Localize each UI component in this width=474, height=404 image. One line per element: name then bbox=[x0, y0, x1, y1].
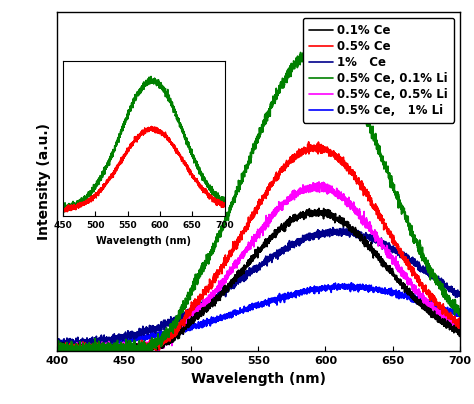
1%   Ce bbox=[457, 292, 463, 297]
0.5% Ce bbox=[54, 349, 60, 354]
0.5% Ce bbox=[124, 344, 130, 349]
0.5% Ce bbox=[457, 323, 463, 328]
0.1% Ce bbox=[457, 332, 463, 337]
0.5% Ce, 0.5% Li bbox=[316, 179, 322, 184]
Line: 0.5% Ce,   1% Li: 0.5% Ce, 1% Li bbox=[57, 283, 460, 349]
0.5% Ce bbox=[100, 349, 106, 354]
0.5% Ce, 0.1% Li bbox=[55, 349, 60, 354]
0.5% Ce,   1% Li bbox=[406, 294, 411, 299]
0.1% Ce bbox=[316, 206, 322, 210]
0.5% Ce, 0.1% Li bbox=[406, 223, 411, 227]
0.5% Ce,   1% Li bbox=[100, 340, 106, 345]
0.5% Ce, 0.5% Li bbox=[449, 322, 455, 327]
0.5% Ce bbox=[406, 265, 411, 269]
0.5% Ce, 0.5% Li bbox=[124, 345, 130, 350]
0.5% Ce,   1% Li bbox=[124, 338, 130, 343]
0.1% Ce bbox=[124, 348, 130, 353]
1%   Ce bbox=[124, 335, 130, 340]
1%   Ce bbox=[226, 287, 232, 292]
0.1% Ce bbox=[56, 349, 62, 354]
Line: 0.5% Ce, 0.1% Li: 0.5% Ce, 0.1% Li bbox=[57, 40, 460, 351]
Line: 0.5% Ce: 0.5% Ce bbox=[57, 142, 460, 351]
Y-axis label: Intensity (a.u.): Intensity (a.u.) bbox=[37, 123, 51, 240]
X-axis label: Wavelength (nm): Wavelength (nm) bbox=[96, 236, 191, 246]
1%   Ce bbox=[100, 339, 106, 344]
0.1% Ce bbox=[449, 326, 455, 330]
0.5% Ce, 0.1% Li bbox=[457, 310, 463, 315]
Legend: 0.1% Ce, 0.5% Ce, 1%   Ce, 0.5% Ce, 0.1% Li, 0.5% Ce, 0.5% Li, 0.5% Ce,   1% Li: 0.1% Ce, 0.5% Ce, 1% Ce, 0.5% Ce, 0.1% L… bbox=[303, 18, 454, 122]
0.1% Ce bbox=[406, 289, 411, 294]
0.5% Ce, 0.1% Li bbox=[124, 349, 130, 354]
1%   Ce bbox=[449, 284, 455, 289]
0.5% Ce, 0.5% Li bbox=[226, 271, 232, 276]
0.5% Ce, 0.5% Li bbox=[54, 345, 60, 350]
Line: 1%   Ce: 1% Ce bbox=[57, 227, 460, 348]
0.1% Ce bbox=[54, 344, 60, 349]
1%   Ce bbox=[54, 342, 60, 347]
0.5% Ce, 0.5% Li bbox=[54, 349, 60, 354]
1%   Ce bbox=[406, 256, 411, 261]
Line: 0.5% Ce, 0.5% Li: 0.5% Ce, 0.5% Li bbox=[57, 182, 460, 351]
0.5% Ce,   1% Li bbox=[349, 280, 355, 285]
Line: 0.1% Ce: 0.1% Ce bbox=[57, 208, 460, 351]
1%   Ce bbox=[341, 225, 346, 230]
0.5% Ce, 0.1% Li bbox=[100, 344, 106, 349]
0.5% Ce,   1% Li bbox=[58, 346, 64, 351]
0.5% Ce, 0.1% Li bbox=[315, 38, 321, 43]
1%   Ce bbox=[56, 346, 62, 351]
0.5% Ce,   1% Li bbox=[457, 315, 463, 320]
0.5% Ce,   1% Li bbox=[209, 314, 214, 319]
0.5% Ce bbox=[209, 286, 214, 291]
0.5% Ce, 0.1% Li bbox=[209, 248, 214, 253]
0.5% Ce, 0.5% Li bbox=[209, 294, 214, 299]
0.5% Ce, 0.1% Li bbox=[449, 301, 455, 306]
0.5% Ce bbox=[449, 313, 455, 318]
0.5% Ce,   1% Li bbox=[449, 311, 455, 316]
1%   Ce bbox=[209, 299, 214, 304]
X-axis label: Wavelength (nm): Wavelength (nm) bbox=[191, 372, 326, 386]
0.5% Ce, 0.1% Li bbox=[226, 210, 232, 215]
0.5% Ce,   1% Li bbox=[54, 343, 60, 348]
0.5% Ce bbox=[226, 254, 232, 259]
0.1% Ce bbox=[100, 342, 106, 347]
0.5% Ce, 0.5% Li bbox=[100, 347, 106, 352]
0.5% Ce,   1% Li bbox=[226, 313, 232, 318]
0.5% Ce bbox=[306, 139, 311, 144]
0.1% Ce bbox=[209, 302, 214, 307]
0.5% Ce, 0.1% Li bbox=[54, 343, 60, 348]
0.5% Ce, 0.5% Li bbox=[457, 326, 463, 331]
0.5% Ce, 0.5% Li bbox=[406, 279, 411, 284]
0.5% Ce bbox=[56, 349, 62, 354]
0.1% Ce bbox=[226, 284, 232, 288]
